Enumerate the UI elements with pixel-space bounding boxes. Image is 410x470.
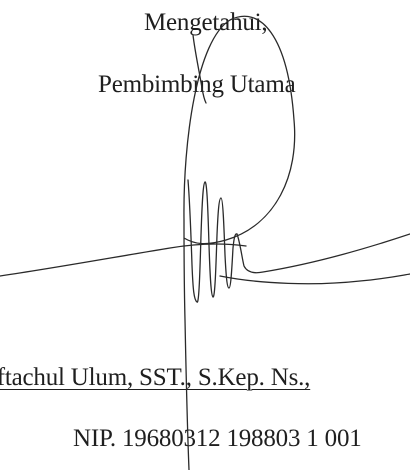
nip-text: NIP. 19680312 198803 1 001 — [73, 425, 362, 452]
greeting-text: Mengetahui, — [144, 9, 268, 36]
role-text: Pembimbing Utama — [98, 71, 296, 98]
signatory-name: iftachul Ulum, SST., S.Kep. Ns., — [0, 364, 311, 391]
